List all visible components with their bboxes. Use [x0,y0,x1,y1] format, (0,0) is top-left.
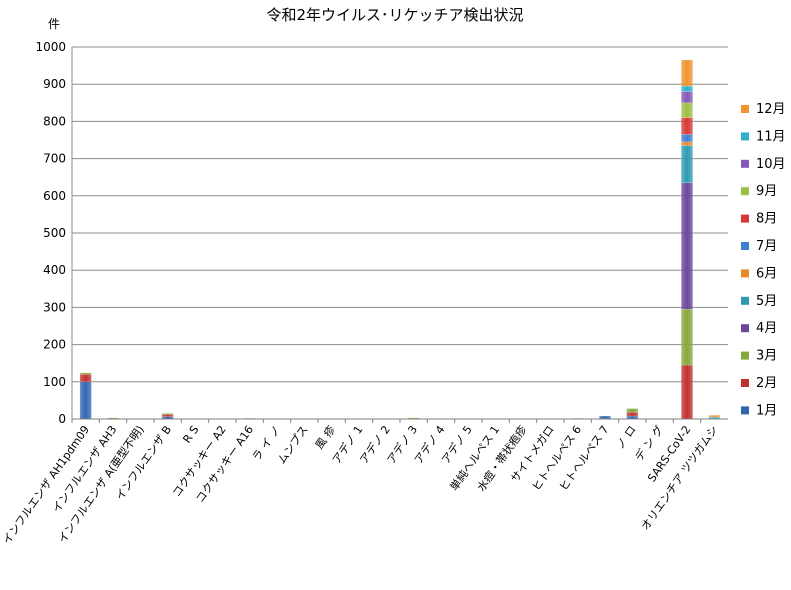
legend-label: 10月 [756,157,786,172]
bar-segment [626,408,639,413]
legend-label: 6月 [756,266,777,281]
bar-segment [681,85,693,92]
y-tick-label: 700 [43,152,66,166]
bar-segment [681,141,693,146]
legend-label: 4月 [756,321,777,336]
legend-swatch [741,406,749,415]
legend-swatch [741,351,749,360]
legend-swatch [741,379,749,387]
bar-segment [161,414,174,418]
y-tick-label: 200 [43,338,66,352]
legend-swatch [741,214,749,223]
y-tick-label: 400 [43,263,66,277]
y-tick-label: 900 [43,77,66,91]
legend-swatch [741,269,749,278]
bar-segment [79,381,92,420]
legend-label: 11月 [756,129,786,144]
bar-segment [708,415,721,418]
bar-segment [681,102,693,118]
legend: 12月 11月 10月 9月 8月 7月 6月 5月 4月 3月 2月 1月 [741,102,786,418]
legend-label: 12月 [756,102,786,117]
legend-swatch [741,132,749,141]
legend-label: 2月 [756,376,777,391]
y-tick-label: 600 [43,189,66,203]
bar-segment [79,374,92,383]
y-tick-label: 500 [43,226,66,240]
legend-label: 7月 [756,239,777,254]
gridlines [72,46,728,420]
y-tick-label: 0 [58,412,66,426]
x-tick-label: R S [180,423,201,445]
y-tick-label: 1000 [35,40,66,54]
bar-segment [161,413,174,415]
legend-swatch [741,105,749,113]
y-axis-label: 件 [48,17,60,31]
legend-label: 9月 [756,184,777,199]
bar-segment [79,372,92,375]
bar-segment [681,134,693,143]
legend-label: 8月 [756,212,777,227]
bar-segment [681,91,693,104]
x-tick-label: 風 疹 [312,423,338,452]
y-tick-label: 300 [43,300,66,314]
legend-label: 5月 [756,294,777,309]
bar-segment [681,145,693,184]
bar-segment [681,117,693,135]
x-tick-label: ノ ロ [614,423,639,451]
bar-segment [626,412,639,417]
bar-segment [681,364,693,420]
legend-label: 3月 [756,349,777,364]
chart-title: 令和2年ウイルス･リケッチア検出状況 [266,6,523,24]
bar-segment [681,182,693,310]
y-tick-label: 100 [43,375,66,389]
legend-swatch [741,159,749,168]
bar-segment [681,59,693,87]
y-tick-label: 800 [43,114,66,128]
legend-swatch [741,187,749,196]
legend-swatch [741,296,749,305]
x-axis [71,47,728,423]
bar-segment [681,309,693,366]
y-axis-ticks: 0 100 200 300 400 500 600 700 800 900 1000 [35,40,66,426]
legend-swatch [741,324,749,333]
bars [79,59,721,420]
legend-label: 1月 [756,403,777,418]
legend-swatch [741,242,749,250]
